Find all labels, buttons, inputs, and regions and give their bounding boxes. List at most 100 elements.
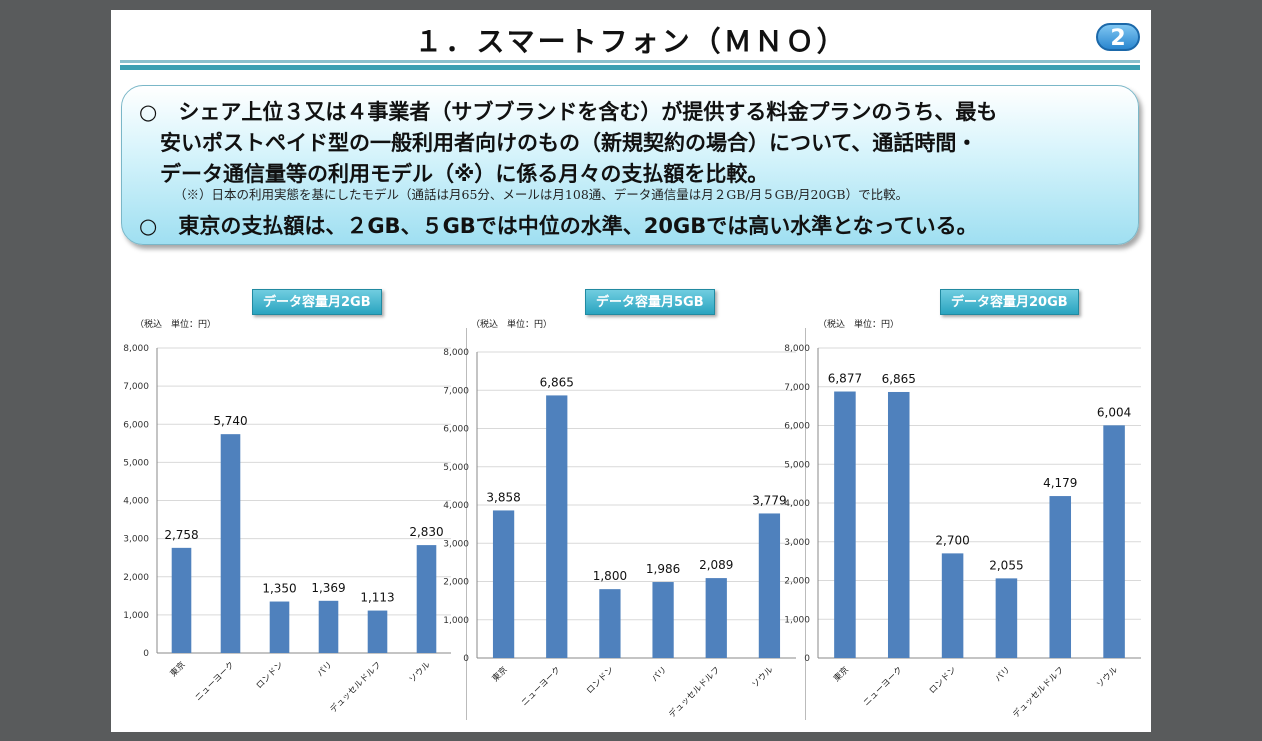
chart-20gb-bar [887,391,910,658]
chart-20gb-y-tick-label: 4,000 [784,499,810,509]
chart-20gb-title: データ容量月20GB [940,289,1079,315]
chart-2gb-data-label: 2,758 [164,528,198,542]
chart-5gb-data-label: 3,858 [486,490,520,504]
chart-2gb-y-tick-label: 3,000 [123,535,149,545]
chart-20gb-data-label: 6,004 [1097,405,1131,419]
chart-2gb: 0 1,000 2,000 3,000 4,000 5,000 6,000 7,000 8,00… [123,344,451,715]
page-number-badge: 2 [1096,23,1140,51]
chart-5gb: 0 1,000 2,000 3,000 4,000 5,000 6,000 7,000 8,00… [443,348,796,720]
chart-20gb-y-tick-label: 7,000 [784,383,810,393]
chart-2gb-data-label: 2,830 [409,525,443,539]
chart-5gb-category-label: 東京 [490,664,510,684]
chart-2gb-bar [318,600,339,653]
chart-5gb-data-label: 6,865 [540,375,574,389]
chart-20gb-category-label: パリ [993,665,1012,684]
chart-5gb-bar [705,578,727,658]
chart-20gb-bar [1049,496,1072,658]
chart-5gb-unit-label: （税込 単位：円） [471,320,553,330]
chart-20gb-data-label: 6,865 [882,372,916,386]
chart-2gb-data-label: 1,350 [262,582,296,596]
chart-5gb-y-tick-label: 3,000 [443,539,469,549]
slide: １．スマートフォン（ＭＮＯ） 2 ○ シェア上位３又は４事業者（サブブランドを含… [111,10,1151,732]
chart-2gb-data-label: 1,113 [360,591,394,605]
chart-5gb-category-label: デュッセルドルフ [666,664,722,720]
chart-5gb-y-tick-label: 1,000 [443,616,469,626]
chart-2gb-y-tick-label: 5,000 [123,458,149,468]
chart-2gb-y-tick-label: 7,000 [123,382,149,392]
chart-20gb-data-label: 2,700 [935,533,969,547]
summary-footnote: （※）日本の利用実態を基にしたモデル（通話は月65分、メールは月108通、データ… [174,187,909,202]
chart-5gb-y-tick-label: 6,000 [443,425,469,435]
chart-2gb-y-tick-label: 6,000 [123,420,149,430]
chart-5gb-bar [599,589,621,658]
chart-2gb-bar [269,601,290,653]
chart-20gb-y-tick-label: 1,000 [784,615,810,625]
chart-2gb-y-tick-label: 8,000 [123,344,149,354]
chart-20gb-data-label: 2,055 [989,558,1023,572]
chart-20gb-y-tick-label: 5,000 [784,460,810,470]
chart-20gb: 0 1,000 2,000 3,000 4,000 5,000 6,000 7,000 8,00… [784,344,1141,720]
chart-20gb-y-tick-label: 6,000 [784,422,810,432]
chart-5gb-y-tick-label: 4,000 [443,501,469,511]
chart-5gb-category-label: ソウル [750,665,775,690]
chart-5gb-y-tick-label: 8,000 [443,348,469,358]
chart-5gb-data-label: 1,800 [593,569,627,583]
chart-2gb-y-tick-label: 0 [143,649,149,659]
chart-2gb-y-tick-label: 1,000 [123,611,149,621]
chart-5gb-category-label: ニューヨーク [520,665,563,708]
chart-20gb-category-label: ニューヨーク [862,665,905,708]
summary-line-1: ○ シェア上位３又は４事業者（サブブランドを含む）が提供する料金プランのうち、最… [139,100,998,124]
chart-5gb-bar [546,395,568,658]
summary-line-2: 安いポストペイド型の一般利用者向けのもの（新規契約の場合）について、通話時間・ [139,131,978,155]
chart-20gb-y-tick-label: 3,000 [784,538,810,548]
chart-20gb-bar [995,578,1018,658]
chart-20gb-bar [834,391,856,658]
chart-2gb-unit-label: （税込 単位：円） [135,320,217,330]
summary-line-4: ○ 東京の支払額は、２GB、５GBでは中位の水準、20GBでは高い水準となってい… [139,214,978,238]
chart-20gb-unit-label: （税込 単位：円） [818,320,900,330]
chart-20gb-y-tick-label: 8,000 [784,344,810,354]
chart-5gb-y-tick-label: 2,000 [443,578,469,588]
chart-5gb-category-label: ロンドン [585,665,616,696]
title-divider-bottom [120,65,1140,70]
chart-20gb-category-label: ロンドン [928,665,959,696]
chart-2gb-bar [416,545,437,653]
chart-5gb-data-label: 2,089 [699,558,733,572]
page-title: １．スマートフォン（ＭＮＯ） [414,25,848,58]
chart-2gb-category-label: デュッセルドルフ [328,659,384,715]
title-divider-top [120,60,1140,63]
chart-2gb-category-label: ソウル [408,660,433,685]
chart-2gb-data-label: 5,740 [213,414,247,428]
chart-5gb-bar [492,510,515,658]
chart-5gb-data-label: 1,986 [646,562,680,576]
chart-5gb-y-tick-label: 7,000 [443,386,469,396]
chart-2gb-y-tick-label: 4,000 [123,497,149,507]
chart-2gb-category-label: ロンドン [254,660,285,691]
chart-20gb-data-label: 6,877 [828,372,862,386]
chart-20gb-bar [941,553,964,658]
chart-5gb-y-tick-label: 5,000 [443,463,469,473]
chart-2gb-category-label: 東京 [168,659,188,679]
chart-2gb-category-label: ニューヨーク [193,660,236,703]
chart-20gb-y-tick-label: 0 [804,654,810,664]
chart-2gb-bar [171,547,192,653]
chart-5gb-y-tick-label: 0 [463,654,469,664]
chart-2gb-bar [367,610,388,653]
chart-2gb-y-tick-label: 2,000 [123,573,149,583]
chart-5gb-category-label: パリ [650,665,669,684]
chart-5gb-data-label: 3,779 [752,493,786,507]
chart-2gb-data-label: 1,369 [311,581,345,595]
chart-20gb-y-tick-label: 2,000 [784,577,810,587]
chart-2gb-category-label: パリ [316,660,335,679]
chart-2gb-bar [220,434,241,653]
summary-box: ○ シェア上位３又は４事業者（サブブランドを含む）が提供する料金プランのうち、最… [121,85,1139,245]
chart-separator-2 [805,328,806,720]
chart-20gb-category-label: デュッセルドルフ [1010,664,1066,720]
chart-20gb-category-label: 東京 [831,664,851,684]
chart-20gb-data-label: 4,179 [1043,476,1077,490]
chart-20gb-bar [1103,425,1125,658]
chart-20gb-category-label: ソウル [1095,665,1120,690]
chart-5gb-bar [758,513,781,658]
chart-5gb-bar [652,582,674,658]
chart-2gb-title: データ容量月2GB [252,289,382,315]
